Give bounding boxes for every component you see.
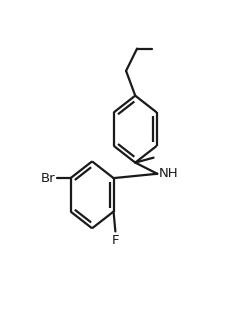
Text: Br: Br <box>41 172 55 185</box>
Text: F: F <box>112 234 119 247</box>
Text: NH: NH <box>159 167 178 180</box>
